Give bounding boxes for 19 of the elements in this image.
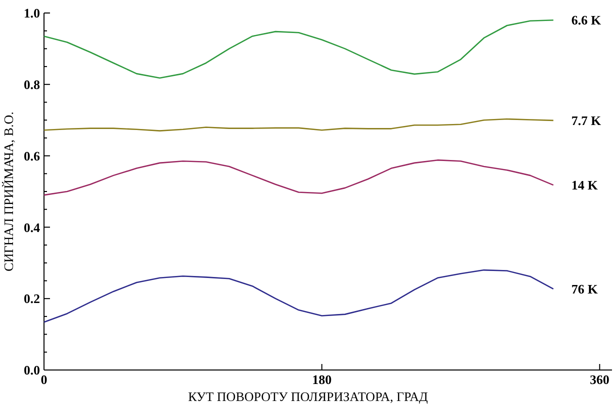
line-series <box>43 19 554 79</box>
series-label: 7.7 K <box>571 113 602 128</box>
x-tick-label: 180 <box>312 372 332 387</box>
y-tick-label: 0.6 <box>24 148 40 164</box>
y-axis-title: СИГНАЛ ПРИЙМАЧА, В.О. <box>1 112 16 272</box>
line-series <box>43 118 554 132</box>
y-tick-label: 0.8 <box>24 76 40 92</box>
line-series <box>43 269 554 323</box>
x-axis-title: КУТ ПОВОРОТУ ПОЛЯРИЗАТОРА, ГРАД <box>188 389 428 404</box>
y-tick-label: 0.4 <box>24 220 40 235</box>
x-tick-label: 0 <box>40 372 48 387</box>
series-label: 76 K <box>571 282 599 297</box>
y-tick-label: 0.0 <box>24 362 40 378</box>
x-tick-label: 360 <box>590 372 610 387</box>
line-series <box>43 159 554 196</box>
series-label: 14 K <box>571 178 599 193</box>
y-tick-label: 1.0 <box>24 6 40 21</box>
y-tick-label: 0.2 <box>24 291 40 306</box>
series-label: 6.6 K <box>571 12 602 28</box>
